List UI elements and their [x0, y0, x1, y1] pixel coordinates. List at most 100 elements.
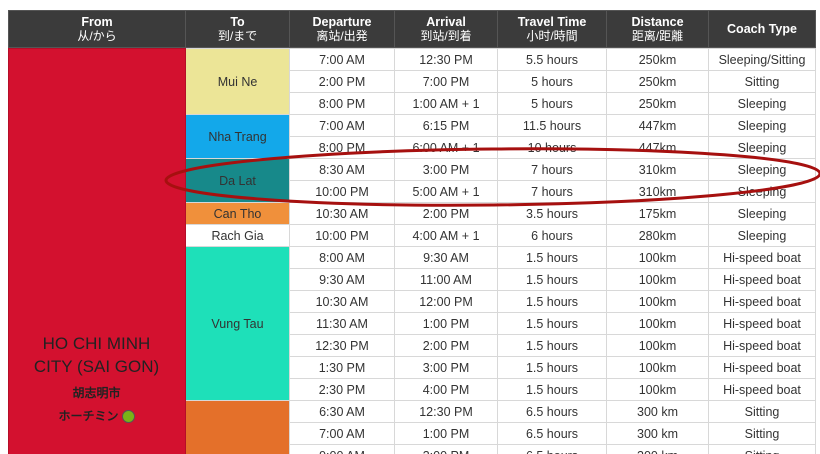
from-japanese: ホーチミン [58, 409, 119, 423]
destination-cell [185, 400, 290, 454]
table-cell: 7:00 PM [394, 70, 498, 93]
table-cell: 8:00 AM [289, 246, 395, 269]
table-cell: 9:30 AM [289, 268, 395, 291]
table-cell: 100km [606, 378, 709, 401]
table-cell: 100km [606, 268, 709, 291]
table-cell: 7:00 AM [289, 422, 395, 445]
header-subtitle: 到/まで [217, 29, 258, 43]
table-cell: Sleeping [708, 224, 816, 247]
destination-cell: Mui Ne [185, 48, 290, 115]
table-cell: 100km [606, 356, 709, 379]
destination-cell: Can Tho [185, 202, 290, 225]
table-cell: 11:00 AM [394, 268, 498, 291]
header-subtitle: 离站/出発 [316, 29, 368, 43]
table-cell: Sleeping [708, 202, 816, 225]
header-title: Arrival [426, 15, 466, 29]
table-cell: 7 hours [497, 158, 607, 181]
table-cell: 2:00 PM [394, 334, 498, 357]
table-cell: 10 hours [497, 136, 607, 159]
table-cell: 1:30 PM [289, 356, 395, 379]
table-cell: 300 km [606, 422, 709, 445]
table-cell: Sitting [708, 400, 816, 423]
table-cell: 1.5 hours [497, 246, 607, 269]
header-cell: Arrival 到站/到着 [394, 10, 498, 48]
table-cell: 1.5 hours [497, 356, 607, 379]
table-cell: 100km [606, 334, 709, 357]
destination-cell: Da Lat [185, 158, 290, 203]
table-cell: Hi-speed boat [708, 378, 816, 401]
table-cell: 2:00 PM [394, 202, 498, 225]
table-cell: Hi-speed boat [708, 312, 816, 335]
table-cell: 12:30 PM [394, 48, 498, 71]
table-cell: Sleeping [708, 158, 816, 181]
table-cell: 1.5 hours [497, 378, 607, 401]
table-cell: 8:00 PM [289, 136, 395, 159]
header-title: Departure [312, 15, 372, 29]
arrow-icon [121, 410, 135, 424]
table-cell: Sitting [708, 422, 816, 445]
table-cell: Sleeping [708, 136, 816, 159]
table-cell: 300 km [606, 444, 709, 454]
table-cell: 5.5 hours [497, 48, 607, 71]
table-cell: Hi-speed boat [708, 334, 816, 357]
table-cell: 1.5 hours [497, 312, 607, 335]
from-chinese: 胡志明市 [72, 386, 121, 400]
header-cell: From 从/から [8, 10, 186, 48]
table-cell: 11.5 hours [497, 114, 607, 137]
table-cell: 12:30 PM [289, 334, 395, 357]
table-cell: 12:00 PM [394, 290, 498, 313]
header-title: Distance [631, 15, 684, 29]
from-label: HO CHI MINH CITY (SAI GON) 胡志明市 ホーチミン [8, 332, 185, 424]
table-cell: 310km [606, 158, 709, 181]
table-cell: 100km [606, 312, 709, 335]
header-title: Travel Time [517, 15, 587, 29]
table-cell: Sleeping/Sitting [708, 48, 816, 71]
table-cell: 250km [606, 70, 709, 93]
table-cell: Hi-speed boat [708, 268, 816, 291]
header-cell: Coach Type [708, 10, 816, 48]
table-cell: 7:00 AM [289, 48, 395, 71]
table-cell: 175km [606, 202, 709, 225]
table-cell: Hi-speed boat [708, 290, 816, 313]
table-cell: 6:00 AM + 1 [394, 136, 498, 159]
table-cell: 3.5 hours [497, 202, 607, 225]
table-cell: 5 hours [497, 70, 607, 93]
table-cell: 10:30 AM [289, 290, 395, 313]
table-cell: 8:00 PM [289, 92, 395, 115]
header-cell: Distance 距离/距離 [606, 10, 709, 48]
table-cell: 447km [606, 114, 709, 137]
table-cell: Sleeping [708, 180, 816, 203]
table-cell: 12:30 PM [394, 400, 498, 423]
destination-cell: Rach Gia [185, 224, 290, 247]
table-cell: 6.5 hours [497, 400, 607, 423]
table-cell: 3:00 PM [394, 158, 498, 181]
destination-cell: Vung Tau [185, 246, 290, 401]
table-cell: Sitting [708, 70, 816, 93]
header-title: From [81, 15, 113, 29]
table-cell: 7:00 AM [289, 114, 395, 137]
header-cell: To 到/まで [185, 10, 290, 48]
table-cell: Hi-speed boat [708, 356, 816, 379]
table-cell: 7 hours [497, 180, 607, 203]
header-title: To [230, 15, 245, 29]
table-cell: 6.5 hours [497, 422, 607, 445]
header-title: Coach Type [727, 22, 797, 36]
table-cell: 3:00 PM [394, 356, 498, 379]
header-cell: Travel Time 小时/時間 [497, 10, 607, 48]
table-cell: 1.5 hours [497, 268, 607, 291]
table-cell: 2:00 PM [289, 70, 395, 93]
table-cell: 1:00 PM [394, 422, 498, 445]
table-cell: Sleeping [708, 114, 816, 137]
table-cell: 1.5 hours [497, 334, 607, 357]
table-cell: 6.5 hours [497, 444, 607, 454]
table-cell: 250km [606, 92, 709, 115]
table-cell: 2:30 PM [289, 378, 395, 401]
table-cell: 10:00 PM [289, 224, 395, 247]
header-subtitle: 小时/時間 [526, 29, 578, 43]
destination-cell: Nha Trang [185, 114, 290, 159]
table-cell: 11:30 AM [289, 312, 395, 335]
header-subtitle: 距离/距離 [631, 29, 684, 43]
table-cell: 1.5 hours [497, 290, 607, 313]
table-cell: 280km [606, 224, 709, 247]
